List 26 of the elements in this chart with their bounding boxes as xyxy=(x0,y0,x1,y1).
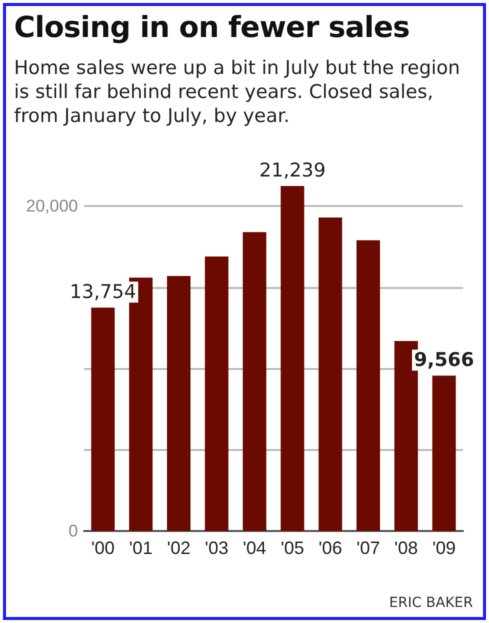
data-label: 13,754 xyxy=(70,281,136,304)
y-tick-label: 0 xyxy=(68,522,78,540)
chart-subtitle: Home sales were up a bit in July but the region is still far behind recent years. Closed sales, from January to July, by year. xyxy=(14,56,462,128)
x-tick-label: '02 xyxy=(167,538,190,558)
bar xyxy=(204,256,228,531)
x-tick-label: '04 xyxy=(242,538,266,558)
bar xyxy=(167,276,190,531)
bar xyxy=(91,308,115,531)
chart-title: Closing in on fewer sales xyxy=(14,10,410,44)
data-label: 21,239 xyxy=(259,160,326,182)
x-tick-label: '09 xyxy=(432,538,456,558)
x-tick-label: '07 xyxy=(356,538,380,558)
x-tick-label: '01 xyxy=(129,538,153,558)
text: ERIC BAKER xyxy=(389,595,473,611)
x-tick-label: '08 xyxy=(394,538,418,558)
x-tick-label: '00 xyxy=(91,538,115,558)
bar xyxy=(356,240,380,531)
data-label: 9,566 xyxy=(414,349,474,372)
y-tick-label: 20,000 xyxy=(26,196,78,216)
bar xyxy=(280,186,304,531)
x-tick-label: '05 xyxy=(280,538,304,558)
x-tick-label: '03 xyxy=(204,538,228,558)
bar xyxy=(318,217,342,531)
bar xyxy=(242,232,266,531)
bar xyxy=(432,376,456,531)
x-tick-label: '06 xyxy=(318,538,342,558)
